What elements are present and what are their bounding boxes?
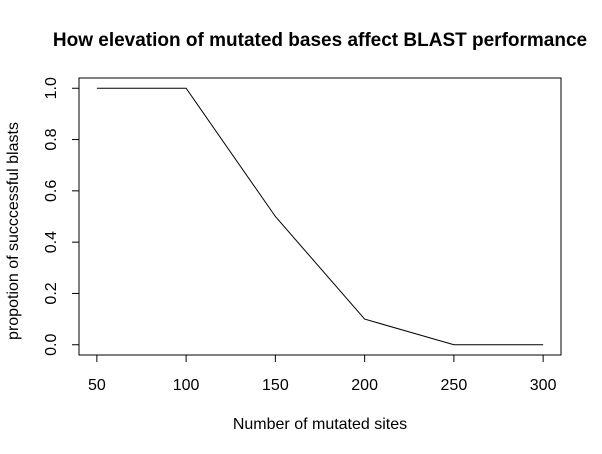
y-tick-label: 0.8: [43, 128, 60, 150]
y-tick-label: 1.0: [43, 77, 60, 99]
x-tick-label: 100: [173, 377, 200, 394]
chart-title: How elevation of mutated bases affect BL…: [53, 30, 587, 51]
x-tick-label: 150: [262, 377, 289, 394]
x-axis-label: Number of mutated sites: [233, 416, 407, 433]
x-axis: 50 100 150 200 250 300: [88, 354, 557, 394]
x-tick-label: 200: [351, 377, 378, 394]
x-tick-label: 50: [88, 377, 106, 394]
y-tick-label: 0.0: [43, 334, 60, 356]
plot-area-frame: [78, 77, 562, 356]
y-tick-label: 0.6: [43, 180, 60, 202]
x-tick-label: 250: [441, 377, 468, 394]
series-layer: [96, 87, 544, 346]
x-tick-label: 300: [530, 377, 557, 394]
y-tick-label: 0.2: [43, 282, 60, 304]
y-tick-label: 0.4: [43, 231, 60, 253]
y-axis: 0.0 0.2 0.4 0.6 0.8 1.0: [43, 77, 80, 356]
series-line: [96, 87, 544, 346]
y-axis-label: propotion of succcessful blasts: [5, 122, 22, 340]
